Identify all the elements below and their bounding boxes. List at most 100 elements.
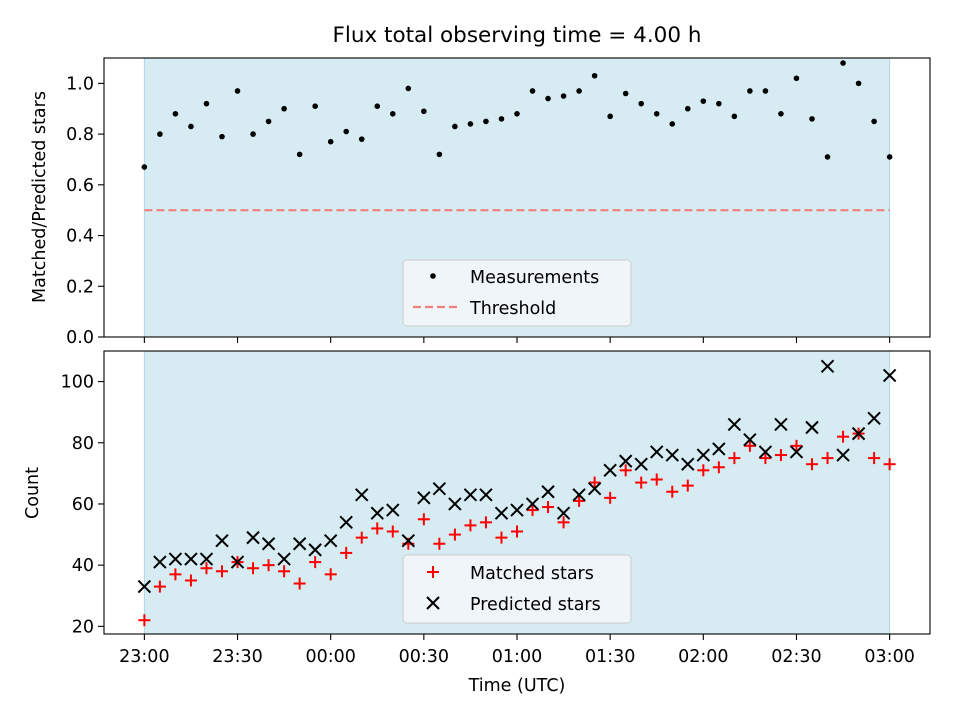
matched-star-point xyxy=(588,476,601,489)
top-y-tick-label: 0.0 xyxy=(66,328,94,348)
predicted-star-point xyxy=(572,488,586,502)
matched-star-point xyxy=(573,494,586,507)
matched-star-points xyxy=(138,427,896,627)
x-tick-label: 23:00 xyxy=(119,647,169,667)
predicted-star-point xyxy=(479,488,493,502)
predicted-star-point xyxy=(355,488,369,502)
measurement-point xyxy=(871,118,877,125)
matched-star-point xyxy=(728,452,741,465)
predicted-star-point xyxy=(867,411,881,426)
measurement-point xyxy=(188,123,194,130)
legend-predicted-marker xyxy=(426,596,440,610)
measurement-point xyxy=(141,164,148,170)
matched-star-point xyxy=(309,556,322,569)
top-x-ticks xyxy=(143,337,891,343)
x-tick-label: 02:30 xyxy=(771,647,821,667)
matched-star-point xyxy=(635,476,648,489)
bottom-y-tick-label: 20 xyxy=(72,617,94,637)
predicted-star-point xyxy=(727,417,742,432)
top-y-tick-label: 0.2 xyxy=(66,277,94,297)
top-panel: 0.0 0.2 0.4 0.6 0.8 1.0 Matched/Predicted sta… xyxy=(30,57,931,348)
measurement-point xyxy=(421,108,427,115)
bottom-panel: 20 40 60 80 100 23:00 23:30 00:00 00:30 01:00 01:… xyxy=(23,350,931,696)
matched-star-point xyxy=(681,479,694,492)
measurement-point xyxy=(607,113,613,120)
matched-star-point xyxy=(417,513,430,526)
measurement-point xyxy=(622,90,629,97)
legend-measurements-marker xyxy=(430,273,436,279)
bottom-legend: Matched stars Predicted stars xyxy=(402,554,632,624)
x-tick-label: 02:00 xyxy=(678,647,728,667)
bottom-x-axis: 23:00 23:30 00:00 00:30 01:00 01:30 02:00 02:30… xyxy=(119,634,915,667)
measurement-point xyxy=(296,151,303,158)
predicted-star-point xyxy=(199,552,214,566)
x-tick-label: 00:00 xyxy=(305,647,355,667)
measurement-point xyxy=(483,118,489,125)
legend-matched-label: Matched stars xyxy=(470,564,594,584)
measurement-point xyxy=(545,95,551,102)
predicted-star-point xyxy=(339,515,353,530)
matched-star-point xyxy=(278,565,291,578)
x-tick-label: 01:00 xyxy=(492,647,542,667)
measurement-point xyxy=(358,136,365,142)
measurement-point xyxy=(840,60,846,66)
matched-star-point xyxy=(774,449,787,462)
measurement-point xyxy=(467,121,474,127)
measurement-point xyxy=(203,100,210,107)
measurement-point xyxy=(576,88,582,94)
measurement-point xyxy=(436,151,443,158)
predicted-star-point xyxy=(696,448,711,462)
measurement-point xyxy=(731,113,738,120)
legend-threshold-label: Threshold xyxy=(469,299,556,319)
top-y-tick-label: 0.8 xyxy=(66,125,94,145)
predicted-star-point xyxy=(789,445,804,459)
matched-star-point xyxy=(262,559,275,572)
predicted-star-point xyxy=(494,506,509,520)
bottom-y-axis: 20 40 60 80 100 xyxy=(61,373,104,637)
measurement-point xyxy=(265,118,272,125)
matched-star-point xyxy=(448,528,461,541)
predicted-star-point xyxy=(712,442,726,456)
measurement-point xyxy=(157,131,163,137)
matched-star-point xyxy=(479,516,492,529)
measurement-point xyxy=(560,93,567,99)
bottom-legend-box xyxy=(402,554,632,624)
predicted-star-point xyxy=(168,552,183,566)
legend-predicted-label: Predicted stars xyxy=(470,595,601,615)
measurement-point xyxy=(669,121,676,127)
predicted-star-point xyxy=(556,506,571,520)
matched-star-point xyxy=(247,562,260,575)
measurement-point xyxy=(653,111,660,117)
predicted-star-point xyxy=(137,579,152,594)
predicted-star-point xyxy=(277,552,291,566)
measurement-point xyxy=(778,111,784,117)
predicted-star-point xyxy=(820,359,835,374)
matched-star-point xyxy=(355,531,368,544)
matched-star-point xyxy=(153,580,166,593)
top-y-tick-label: 0.4 xyxy=(66,227,94,247)
predicted-star-point xyxy=(386,503,400,517)
bottom-y-label: Count xyxy=(23,467,43,519)
predicted-star-point xyxy=(370,506,384,520)
predicted-star-point xyxy=(882,368,897,383)
measurement-point xyxy=(172,111,179,117)
matched-star-point xyxy=(650,473,663,486)
matched-star-point xyxy=(324,568,337,581)
predicted-star-point xyxy=(401,533,416,548)
measurement-point xyxy=(389,111,396,117)
x-axis-label: Time (UTC) xyxy=(468,676,566,696)
predicted-star-point xyxy=(650,445,664,459)
bottom-y-tick-label: 100 xyxy=(61,373,94,393)
measurement-point xyxy=(824,154,831,160)
measurement-point xyxy=(219,133,225,140)
legend-matched-marker xyxy=(427,566,439,578)
predicted-star-point xyxy=(246,530,260,545)
predicted-star-point xyxy=(308,543,322,557)
matched-star-point xyxy=(806,458,818,471)
predicted-star-point xyxy=(510,503,524,517)
predicted-star-point xyxy=(463,488,478,502)
matched-star-point xyxy=(883,458,896,471)
matched-star-point xyxy=(697,464,710,477)
matched-star-point xyxy=(821,452,834,465)
predicted-star-point xyxy=(805,420,819,435)
